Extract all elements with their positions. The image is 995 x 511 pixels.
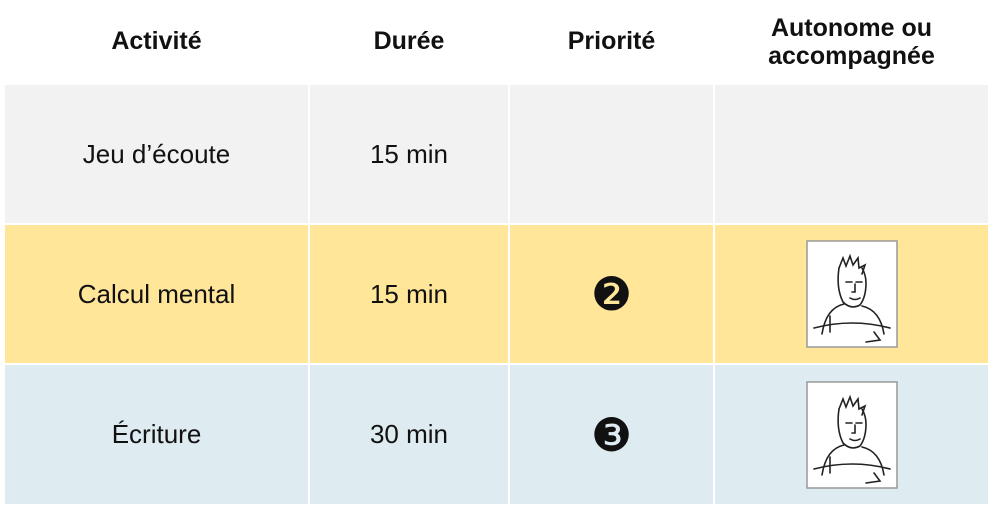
- duration-cell: 30 min: [310, 365, 510, 506]
- activity-cell: Jeu d’écoute: [5, 85, 310, 225]
- duration-cell: 15 min: [310, 85, 510, 225]
- priority-cell: [510, 85, 715, 225]
- header-cell: Durée: [310, 0, 510, 85]
- priority-cell: ❷: [510, 225, 715, 365]
- priority: ❸: [591, 408, 632, 462]
- activity: Calcul mental: [78, 279, 236, 310]
- activity-cell: Écriture: [5, 365, 310, 506]
- duration: 30 min: [370, 419, 448, 450]
- autonomy-cell: [715, 225, 990, 365]
- activity: Jeu d’écoute: [83, 139, 230, 170]
- table: Activité Durée Priorité Autonome ou acco…: [5, 0, 990, 506]
- header-text: Priorité: [568, 27, 656, 56]
- header-text: Durée: [374, 27, 445, 56]
- activity-cell: Calcul mental: [5, 225, 310, 365]
- header-cell: Priorité: [510, 0, 715, 85]
- priority: ❷: [591, 267, 632, 321]
- header-text: Autonome ou accompagnée: [762, 14, 942, 70]
- duration: 15 min: [370, 279, 448, 310]
- header-cell: Autonome ou accompagnée: [715, 0, 990, 85]
- duration: 15 min: [370, 139, 448, 170]
- priority-cell: ❸: [510, 365, 715, 506]
- autonomy-icon: [806, 240, 898, 348]
- header-cell: Activité: [5, 0, 310, 85]
- page: Activité Durée Priorité Autonome ou acco…: [0, 0, 995, 511]
- header-text: Activité: [111, 27, 201, 56]
- autonomy-icon: [806, 381, 898, 489]
- autonomy-cell: [715, 85, 990, 225]
- autonomy-cell: [715, 365, 990, 506]
- activity: Écriture: [112, 419, 202, 450]
- duration-cell: 15 min: [310, 225, 510, 365]
